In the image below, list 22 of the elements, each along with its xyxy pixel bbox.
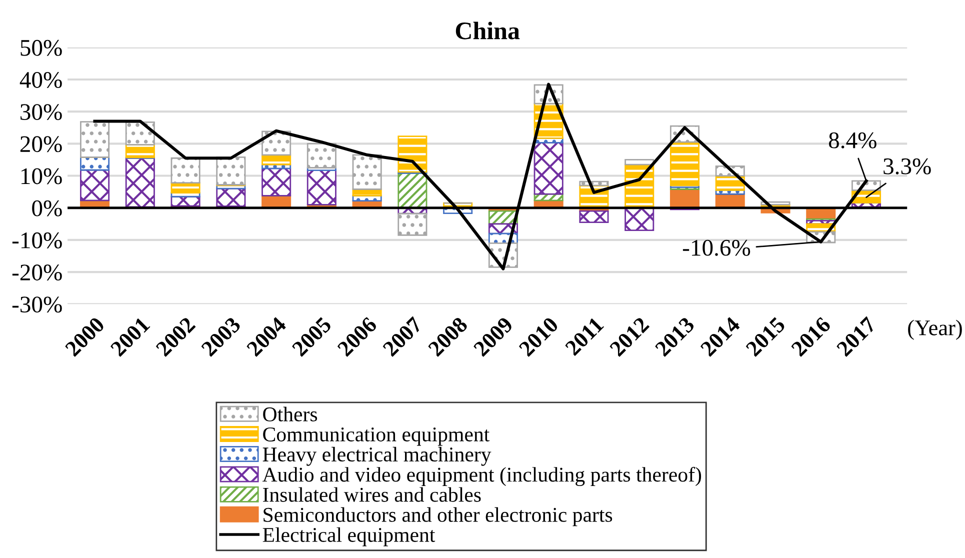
y-tick-label: 10%	[21, 168, 62, 184]
y-tick-label: 50%	[20, 40, 62, 56]
x-axis-title: (Year)	[908, 320, 962, 340]
y-tick-label: 20%	[20, 136, 62, 152]
legend-label: Insulated wires and cables	[263, 487, 481, 502]
annotation: 8.4%	[828, 132, 876, 148]
legend-label: Communication equipment	[263, 427, 490, 446]
legend-label: Semiconductors and other electronic parts	[264, 507, 612, 526]
annotation: 3.3%	[884, 158, 931, 174]
y-tick-label: 30%	[20, 104, 62, 120]
y-tick-label: 40%	[20, 72, 62, 88]
annotation: -10.6%	[682, 240, 750, 256]
y-tick-label: -10%	[12, 232, 62, 248]
y-tick-label: -30%	[12, 296, 62, 313]
y-tick-label: 0%	[32, 200, 62, 216]
chart-title: China	[456, 22, 520, 40]
legend-label: Others	[263, 406, 318, 422]
legend-label: Heavy electrical machinery	[262, 446, 492, 466]
legend-label: Audio and video equipment (including parts thereof)	[262, 466, 702, 486]
x-tick-label: 2011	[564, 316, 604, 356]
y-tick-label: -20%	[12, 264, 62, 281]
legend-label: Electrical equipment	[262, 527, 436, 546]
